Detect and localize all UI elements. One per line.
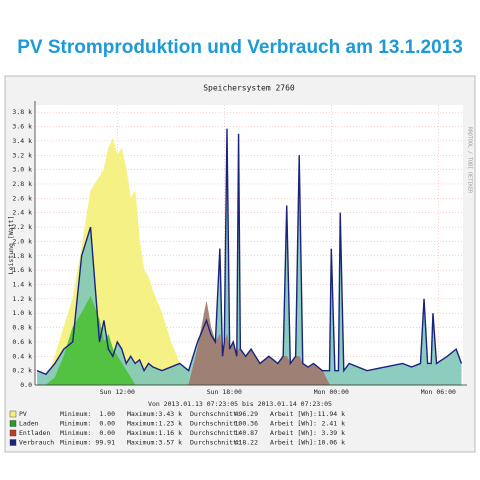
stat-label: Durchschnitt: <box>190 420 241 428</box>
stat-value: 2.41 k <box>322 420 346 428</box>
legend-swatch <box>9 410 17 418</box>
stat-label: Durchschnitt: <box>190 429 241 437</box>
y-tick-label: 0.6 k <box>12 338 32 346</box>
stat-value: 1.23 k <box>159 420 183 428</box>
y-tick-label: 2.4 k <box>12 209 32 217</box>
y-tick-label: 3.2 k <box>12 151 32 159</box>
stat-value: 3.43 k <box>159 410 183 418</box>
stat-label: Maximum: <box>127 439 158 447</box>
x-tick-label: Mon 00:00 <box>314 388 349 396</box>
stat-label: Maximum: <box>127 420 158 428</box>
stat-label: Minimum: <box>60 429 91 437</box>
y-tick-label: 3.6 k <box>12 123 32 131</box>
legend-label: Entladen <box>19 429 50 437</box>
y-tick-label: 1.4 k <box>12 280 32 288</box>
stat-value: 1.00 <box>99 410 115 418</box>
stat-value: 496.29 <box>235 410 259 418</box>
stat-value: 11.94 k <box>318 410 345 418</box>
y-tick-label: 0.2 k <box>12 367 32 375</box>
y-tick-label: 2.8 k <box>12 180 32 188</box>
y-tick-label: 1.0 k <box>12 309 32 317</box>
stat-value: 0.00 <box>99 420 115 428</box>
stat-label: Durchschnitt: <box>190 410 241 418</box>
stat-label: Maximum: <box>127 410 158 418</box>
y-tick-label: 3.4 k <box>12 137 32 145</box>
stat-label: Arbeit [Wh]: <box>270 429 317 437</box>
y-tick-label: 0.0 <box>20 381 32 389</box>
chart-subtitle: Speichersystem 2760 <box>203 84 295 93</box>
stat-value: 3.57 k <box>159 439 183 447</box>
y-tick-label: 2.2 k <box>12 223 32 231</box>
stat-label: Arbeit [Wh]: <box>270 439 317 447</box>
y-tick-label: 1.2 k <box>12 295 32 303</box>
y-tick-label: 2.0 k <box>12 237 32 245</box>
stat-label: Arbeit [Wh]: <box>270 420 317 428</box>
x-tick-label: Mon 06:00 <box>421 388 456 396</box>
y-tick-label: 1.8 k <box>12 252 32 260</box>
stat-value: 0.00 <box>99 429 115 437</box>
legend-swatch <box>9 429 17 437</box>
stat-value: 140.87 <box>235 429 259 437</box>
stat-value: 1.16 k <box>159 429 183 437</box>
legend-swatch <box>9 439 17 446</box>
stat-value: 99.91 <box>95 439 115 447</box>
stat-label: Minimum: <box>60 439 91 447</box>
period: Von 2013.01.13 07:23:05 bis 2013.01.14 0… <box>148 400 332 408</box>
stat-label: Arbeit [Wh]: <box>270 410 317 418</box>
stat-value: 3.39 k <box>322 429 346 437</box>
stat-value: 418.22 <box>235 439 259 447</box>
stat-label: Minimum: <box>60 410 91 418</box>
stat-value: 100.36 <box>235 420 259 428</box>
y-tick-label: 3.8 k <box>12 108 32 116</box>
y-tick-label: 3.0 k <box>12 166 32 174</box>
stat-label: Maximum: <box>127 429 158 437</box>
legend-label: Verbrauch <box>19 439 54 447</box>
y-tick-label: 0.8 k <box>12 324 32 332</box>
stat-value: 10.06 k <box>318 439 345 447</box>
stat-label: Durchschnitt: <box>190 439 241 447</box>
legend-swatch <box>9 420 17 427</box>
y-axis-label: Leistung [Watt] <box>7 216 15 275</box>
legend-label: PV <box>19 410 27 418</box>
side-note: RRDTOOL / TOBI OETIKER <box>467 127 473 194</box>
stat-label: Minimum: <box>60 420 91 428</box>
legend-label: Laden <box>19 420 39 428</box>
page-title: PV Stromproduktion und Verbrauch am 13.1… <box>17 37 463 58</box>
y-tick-label: 2.6 k <box>12 194 32 202</box>
line <box>36 128 463 376</box>
x-tick-label: Sun 18:00 <box>207 388 242 396</box>
x-tick-label: Sun 12:00 <box>100 388 135 396</box>
y-tick-label: 0.4 k <box>12 352 32 360</box>
y-tick-label: 1.6 k <box>12 266 32 274</box>
